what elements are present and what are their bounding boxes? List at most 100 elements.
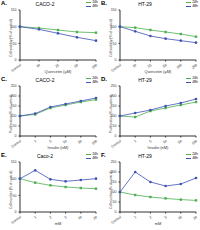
svg-text:5: 5	[49, 139, 53, 143]
svg-text:mM: mM	[55, 221, 62, 226]
svg-text:Control: Control	[110, 63, 122, 73]
svg-text:Control: Control	[110, 139, 122, 149]
svg-text:250: 250	[11, 84, 17, 88]
svg-text:250: 250	[111, 84, 117, 88]
svg-text:10: 10	[77, 215, 83, 221]
html-text:C.: C.	[1, 76, 7, 82]
svg-text:Proliferation (% of control): Proliferation (% of control)	[9, 95, 13, 133]
svg-text:50: 50	[113, 42, 117, 46]
svg-text:Control: Control	[110, 215, 122, 225]
html-text:24h: 24h	[192, 152, 198, 156]
html-text:F.: F.	[101, 152, 106, 158]
svg-text:2: 2	[49, 215, 53, 219]
svg-text:200: 200	[110, 170, 117, 175]
svg-text:Proliferation (% of control): Proliferation (% of control)	[109, 95, 113, 133]
svg-text:200: 200	[191, 63, 192, 70]
svg-text:Control: Control	[10, 139, 22, 149]
svg-text:100: 100	[110, 114, 117, 119]
html-text:24h: 24h	[192, 76, 198, 80]
svg-text:0: 0	[15, 210, 17, 214]
svg-text:5: 5	[64, 215, 68, 219]
svg-text:Quercetin (µM): Quercetin (µM)	[145, 69, 172, 74]
svg-text:Quercetin (µM): Quercetin (µM)	[45, 69, 72, 74]
svg-text:2: 2	[149, 215, 153, 219]
svg-text:150: 150	[110, 180, 117, 185]
svg-text:50: 50	[162, 63, 168, 69]
html-text:24h: 24h	[92, 0, 98, 4]
svg-text:10: 10	[62, 139, 68, 145]
svg-text:25: 25	[147, 63, 153, 69]
svg-text:200: 200	[10, 94, 17, 99]
html-text:24h: 24h	[92, 152, 98, 156]
svg-text:0: 0	[15, 134, 17, 138]
svg-text:1: 1	[133, 215, 137, 219]
svg-text:150: 150	[10, 104, 17, 109]
svg-text:0: 0	[115, 58, 117, 62]
html-text:24h: 24h	[92, 76, 98, 80]
svg-text:50: 50	[13, 194, 17, 198]
svg-text:100: 100	[10, 24, 17, 29]
svg-text:10: 10	[36, 63, 42, 69]
svg-text:1: 1	[33, 139, 37, 143]
html-text:CACO-2: CACO-2	[35, 1, 55, 7]
html-text:48h: 48h	[92, 156, 98, 160]
html-text:48h: 48h	[192, 156, 198, 160]
html-text:48h: 48h	[92, 80, 98, 84]
svg-text:Cell viability (% of control): Cell viability (% of control)	[109, 19, 113, 57]
svg-text:5: 5	[149, 139, 153, 143]
svg-text:150: 150	[11, 160, 17, 164]
svg-text:100: 100	[191, 139, 192, 146]
html-text:HT-29: HT-29	[138, 77, 152, 83]
html-text:48h: 48h	[192, 80, 198, 84]
html-text:B.: B.	[101, 0, 107, 6]
svg-text:200: 200	[110, 94, 117, 99]
svg-text:10: 10	[132, 63, 138, 69]
svg-text:1: 1	[133, 139, 137, 143]
svg-text:150: 150	[11, 8, 17, 12]
html-text:24h: 24h	[192, 0, 198, 4]
svg-text:50: 50	[177, 139, 183, 145]
svg-text:20: 20	[93, 215, 99, 221]
svg-text:150: 150	[111, 8, 117, 12]
html-text:A.: A.	[1, 0, 7, 6]
svg-text:100: 100	[10, 176, 17, 181]
svg-text:50: 50	[113, 200, 117, 204]
html-text:48h: 48h	[192, 4, 198, 8]
svg-text:Control: Control	[10, 63, 22, 73]
svg-text:0: 0	[115, 210, 117, 214]
svg-text:50: 50	[74, 63, 80, 69]
svg-text:10: 10	[177, 215, 183, 221]
svg-text:5: 5	[164, 215, 168, 219]
html-text:D.: D.	[101, 76, 107, 82]
svg-text:50: 50	[113, 124, 117, 128]
svg-text:1: 1	[33, 215, 37, 219]
svg-text:Cell viability (% of control): Cell viability (% of control)	[9, 19, 13, 57]
html-text:Caco-2: Caco-2	[36, 153, 54, 159]
svg-text:25: 25	[55, 63, 61, 69]
svg-text:50: 50	[13, 124, 17, 128]
html-text:E.: E.	[1, 152, 7, 158]
svg-text:100: 100	[91, 139, 98, 146]
svg-text:Insulin (nM): Insulin (nM)	[48, 145, 70, 150]
svg-text:0: 0	[15, 58, 17, 62]
svg-text:100: 100	[110, 24, 117, 29]
svg-text:Control: Control	[10, 215, 22, 225]
svg-text:100: 100	[10, 114, 17, 119]
svg-text:100: 100	[91, 63, 98, 70]
html-text:HT-29: HT-29	[138, 153, 152, 159]
html-text:HT-29: HT-29	[138, 1, 152, 7]
svg-text:mM: mM	[155, 221, 162, 226]
svg-text:100: 100	[110, 190, 117, 195]
svg-text:Cell number (% of control): Cell number (% of control)	[9, 171, 13, 209]
svg-text:50: 50	[13, 42, 17, 46]
svg-text:50: 50	[77, 139, 83, 145]
html-text:48h: 48h	[92, 4, 98, 8]
svg-text:100: 100	[176, 63, 183, 70]
svg-text:Cell number (% of control): Cell number (% of control)	[109, 171, 113, 209]
svg-text:10: 10	[162, 139, 168, 145]
svg-text:250: 250	[111, 160, 117, 164]
svg-text:Insulin (nM): Insulin (nM)	[148, 145, 170, 150]
html-text:CACO-2: CACO-2	[35, 77, 55, 83]
svg-text:0: 0	[115, 134, 117, 138]
svg-text:150: 150	[110, 104, 117, 109]
